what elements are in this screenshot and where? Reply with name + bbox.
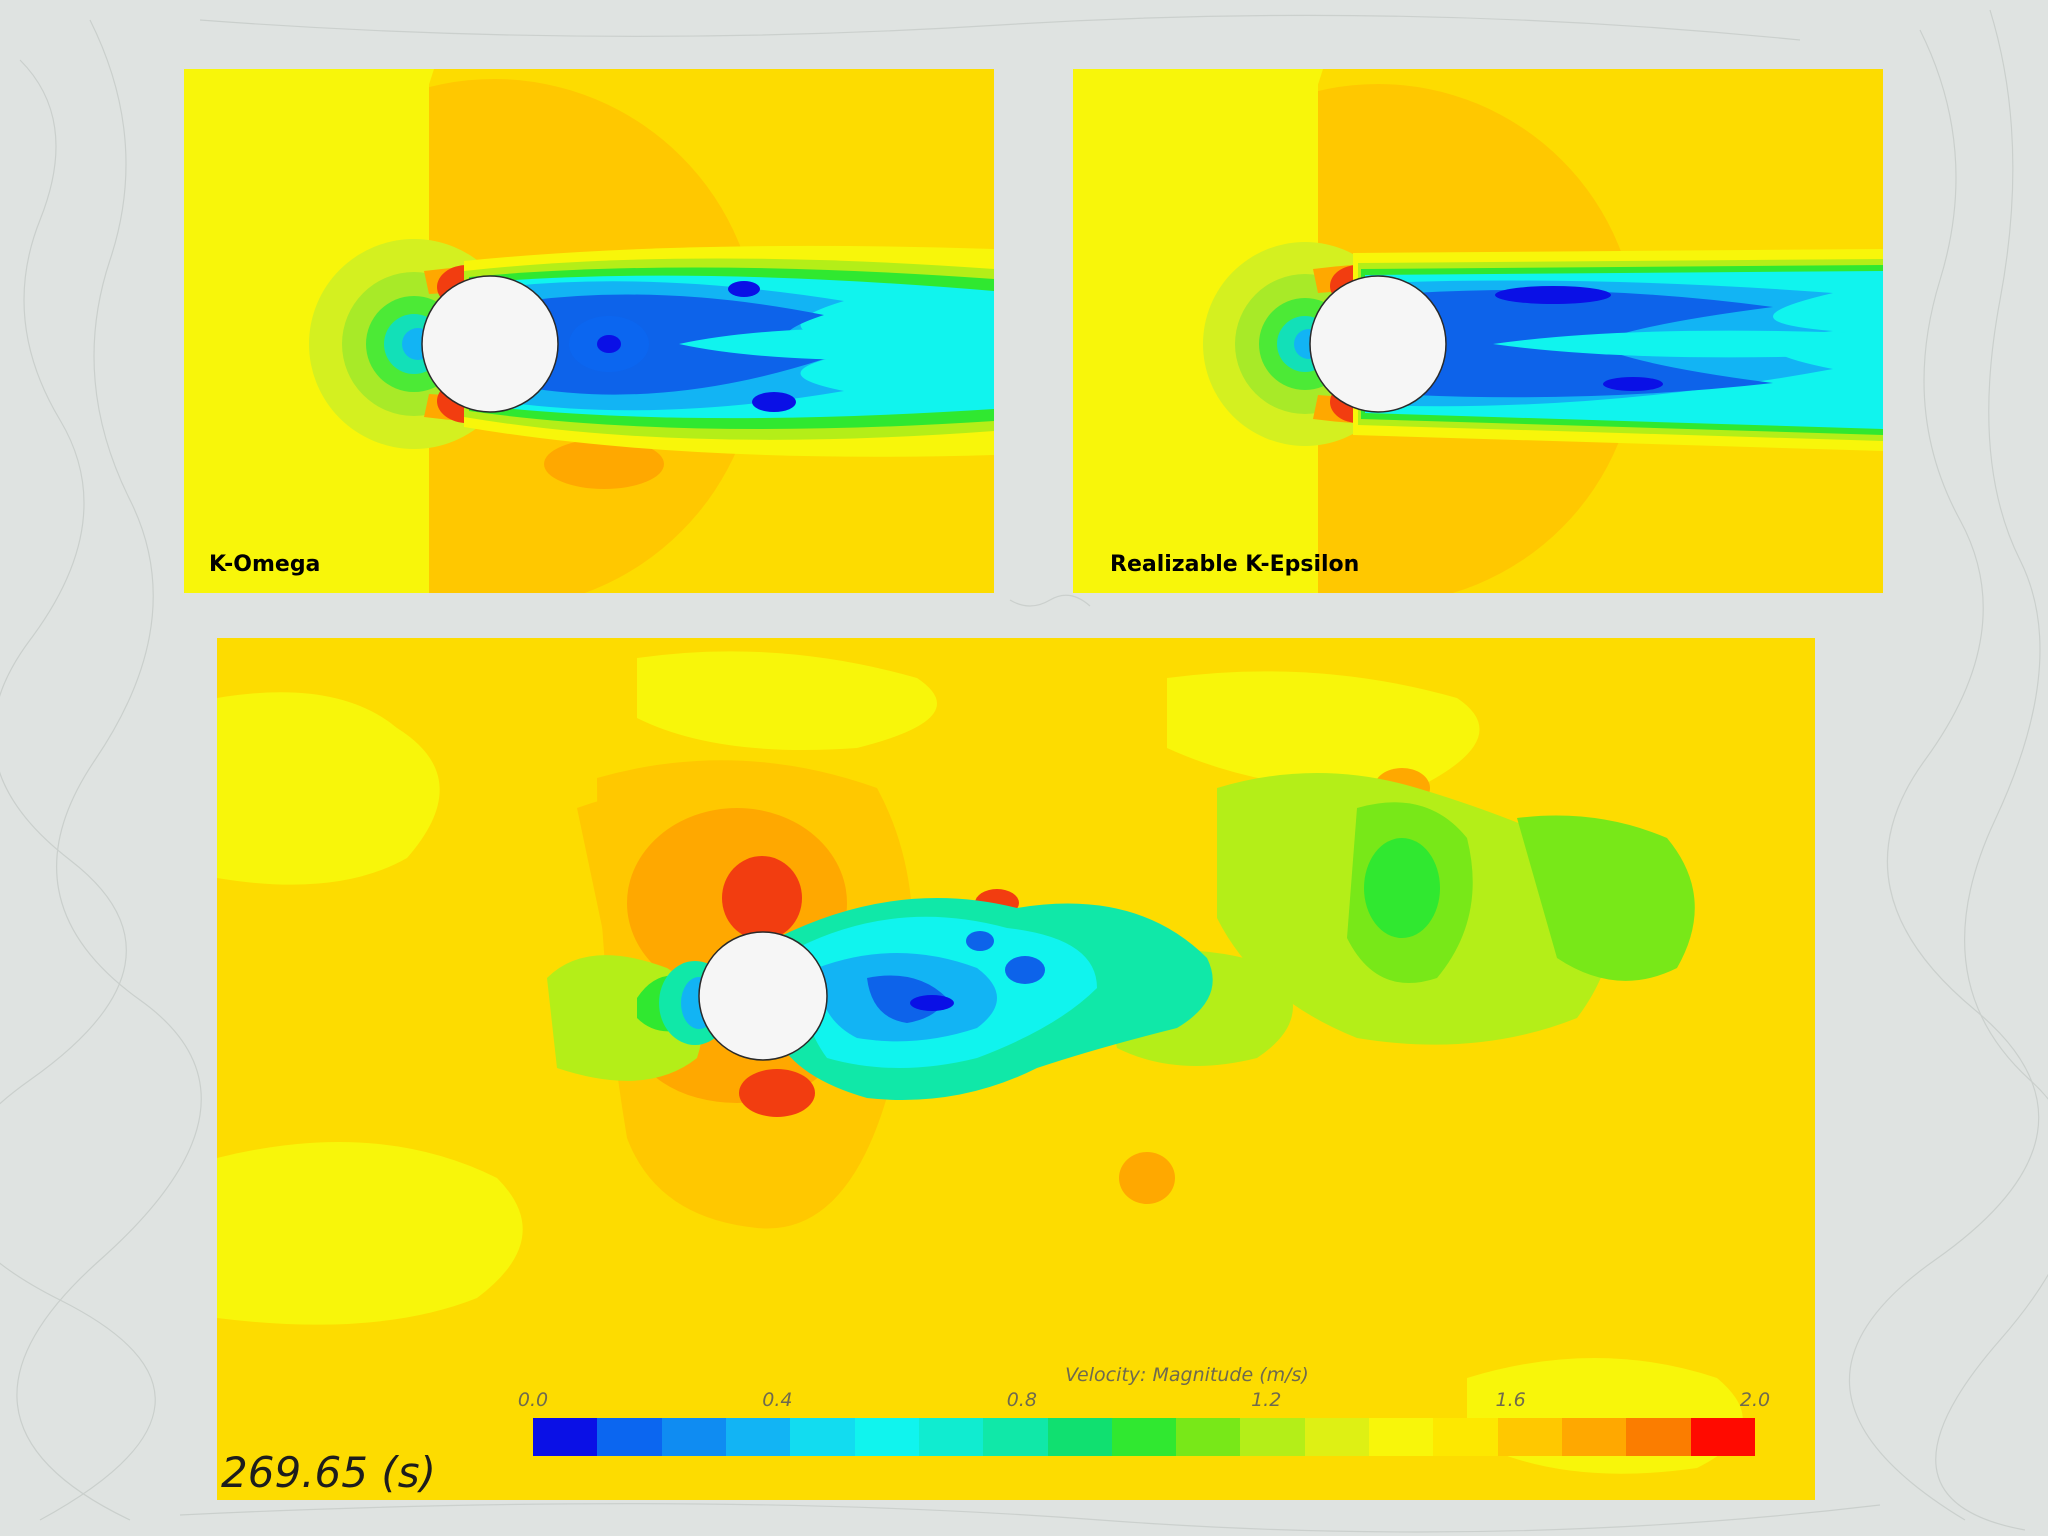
colorbar-swatch	[1304, 1418, 1370, 1456]
colorbar-swatch	[1690, 1418, 1755, 1456]
colorbar-swatch	[1176, 1418, 1241, 1456]
colorbar-swatch	[918, 1418, 984, 1456]
colorbar	[533, 1418, 1755, 1456]
colorbar-tick-label: 1.2	[1251, 1389, 1282, 1411]
colorbar-swatch	[725, 1418, 791, 1456]
cylinder	[421, 275, 559, 413]
realizable-k-epsilon-contour-plot	[1073, 69, 1883, 593]
cylinder	[698, 931, 828, 1061]
colorbar-swatch	[983, 1418, 1048, 1456]
transient-simulation-panel: Velocity: Magnitude (m/s) 0.0 0.4 0.8 1.2 1.…	[217, 638, 1815, 1500]
k-omega-panel: K-Omega	[184, 69, 994, 593]
colorbar-tick-label: 0.8	[1006, 1389, 1037, 1411]
panel-label: Realizable K-Epsilon	[1110, 552, 1360, 577]
colorbar-swatch	[661, 1418, 726, 1456]
colorbar-swatch	[1433, 1418, 1498, 1456]
colorbar-swatch	[1626, 1418, 1691, 1456]
colorbar-swatch	[1562, 1418, 1627, 1456]
colorbar-swatch	[1369, 1418, 1434, 1456]
colorbar-tick-label: 0.0	[517, 1389, 549, 1411]
colorbar-swatch	[597, 1418, 662, 1456]
colorbar-swatch	[1047, 1418, 1112, 1456]
colorbar-tick-label: 0.4	[762, 1389, 793, 1411]
cylinder	[1309, 275, 1447, 413]
k-omega-contour-plot	[184, 69, 994, 593]
colorbar-swatch	[533, 1418, 598, 1456]
colorbar-tick-label: 2.0	[1739, 1389, 1771, 1411]
simulation-time-readout: 269.65 (s)	[221, 1448, 436, 1497]
colorbar-swatch	[1111, 1418, 1177, 1456]
realizable-k-epsilon-panel: Realizable K-Epsilon	[1073, 69, 1883, 593]
colorbar-tick-label: 1.6	[1495, 1389, 1526, 1411]
colorbar-swatch	[1497, 1418, 1562, 1456]
colorbar-title: Velocity: Magnitude (m/s)	[1065, 1364, 1309, 1386]
colorbar-swatch	[854, 1418, 919, 1456]
colorbar-swatch	[790, 1418, 855, 1456]
panel-label: K-Omega	[209, 552, 321, 577]
colorbar-swatch	[1240, 1418, 1305, 1456]
